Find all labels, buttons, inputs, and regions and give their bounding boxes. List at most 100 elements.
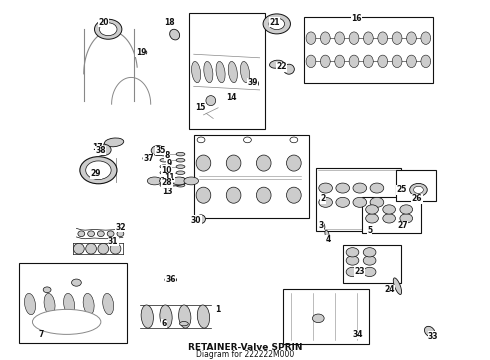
Circle shape bbox=[319, 197, 332, 207]
Circle shape bbox=[336, 183, 349, 193]
Ellipse shape bbox=[228, 62, 237, 83]
Text: 5: 5 bbox=[367, 226, 372, 235]
Ellipse shape bbox=[44, 293, 55, 315]
Ellipse shape bbox=[407, 55, 416, 68]
Ellipse shape bbox=[159, 177, 174, 185]
Circle shape bbox=[366, 205, 378, 214]
Ellipse shape bbox=[74, 243, 84, 254]
Circle shape bbox=[86, 161, 111, 180]
Text: RETAINER-Valve SPRIN: RETAINER-Valve SPRIN bbox=[188, 343, 302, 352]
Ellipse shape bbox=[287, 187, 301, 203]
Text: 18: 18 bbox=[164, 18, 174, 27]
Ellipse shape bbox=[320, 32, 330, 44]
Circle shape bbox=[414, 186, 423, 193]
Text: 28: 28 bbox=[162, 178, 172, 187]
Ellipse shape bbox=[176, 183, 185, 187]
Circle shape bbox=[346, 267, 359, 276]
Ellipse shape bbox=[170, 29, 180, 40]
Text: 6: 6 bbox=[162, 319, 167, 328]
Circle shape bbox=[244, 137, 251, 143]
Ellipse shape bbox=[335, 32, 344, 44]
Bar bbox=[283, 289, 368, 344]
Ellipse shape bbox=[256, 155, 271, 171]
Ellipse shape bbox=[88, 231, 95, 237]
Ellipse shape bbox=[378, 32, 388, 44]
Circle shape bbox=[43, 287, 51, 293]
Ellipse shape bbox=[160, 158, 169, 162]
Ellipse shape bbox=[196, 187, 211, 203]
Ellipse shape bbox=[64, 293, 74, 315]
Ellipse shape bbox=[160, 152, 169, 156]
Bar bbox=[343, 245, 401, 283]
Ellipse shape bbox=[178, 305, 191, 328]
Ellipse shape bbox=[378, 55, 388, 68]
Circle shape bbox=[353, 197, 367, 207]
Text: 27: 27 bbox=[397, 221, 408, 230]
Ellipse shape bbox=[206, 96, 216, 105]
Ellipse shape bbox=[98, 231, 104, 237]
Text: 38: 38 bbox=[96, 146, 106, 155]
Ellipse shape bbox=[364, 55, 373, 68]
Ellipse shape bbox=[179, 321, 188, 326]
Circle shape bbox=[370, 183, 384, 193]
Text: 14: 14 bbox=[226, 93, 237, 102]
Ellipse shape bbox=[196, 215, 205, 224]
Ellipse shape bbox=[325, 230, 329, 239]
Ellipse shape bbox=[393, 278, 402, 294]
Ellipse shape bbox=[104, 138, 124, 147]
Bar bbox=[194, 135, 309, 219]
Ellipse shape bbox=[364, 32, 373, 44]
Text: 20: 20 bbox=[98, 18, 109, 27]
Ellipse shape bbox=[226, 155, 241, 171]
Ellipse shape bbox=[184, 177, 198, 185]
Circle shape bbox=[95, 19, 122, 39]
Ellipse shape bbox=[160, 305, 172, 328]
Text: 34: 34 bbox=[352, 330, 363, 339]
Ellipse shape bbox=[249, 79, 259, 87]
Ellipse shape bbox=[320, 55, 330, 68]
Ellipse shape bbox=[117, 231, 124, 237]
Ellipse shape bbox=[241, 62, 249, 83]
Ellipse shape bbox=[216, 62, 225, 83]
Text: 22: 22 bbox=[276, 62, 287, 71]
Ellipse shape bbox=[24, 293, 35, 315]
Bar bbox=[304, 17, 433, 83]
Text: 13: 13 bbox=[163, 187, 173, 196]
Ellipse shape bbox=[78, 231, 85, 237]
Ellipse shape bbox=[287, 155, 301, 171]
Ellipse shape bbox=[204, 62, 213, 83]
Ellipse shape bbox=[392, 32, 402, 44]
Circle shape bbox=[400, 214, 413, 223]
Text: Diagram for 222222M000: Diagram for 222222M000 bbox=[196, 350, 294, 359]
Ellipse shape bbox=[160, 165, 169, 168]
Ellipse shape bbox=[226, 187, 241, 203]
Text: 9: 9 bbox=[167, 158, 172, 167]
Text: 4: 4 bbox=[325, 235, 331, 244]
Ellipse shape bbox=[147, 177, 162, 185]
Circle shape bbox=[410, 183, 427, 196]
Ellipse shape bbox=[107, 231, 114, 237]
Ellipse shape bbox=[349, 55, 359, 68]
Ellipse shape bbox=[256, 187, 271, 203]
Ellipse shape bbox=[176, 158, 185, 162]
Ellipse shape bbox=[421, 55, 431, 68]
Circle shape bbox=[363, 267, 376, 276]
Ellipse shape bbox=[335, 55, 344, 68]
Text: 24: 24 bbox=[384, 285, 394, 294]
Circle shape bbox=[99, 23, 117, 36]
Ellipse shape bbox=[349, 32, 359, 44]
Bar bbox=[362, 197, 421, 233]
Text: 8: 8 bbox=[164, 152, 170, 161]
Circle shape bbox=[363, 248, 376, 257]
Text: 1: 1 bbox=[216, 305, 221, 314]
Text: 17: 17 bbox=[92, 143, 103, 152]
Text: 39: 39 bbox=[247, 78, 258, 87]
Ellipse shape bbox=[192, 62, 201, 83]
Ellipse shape bbox=[98, 243, 109, 254]
Ellipse shape bbox=[424, 327, 435, 337]
Text: 33: 33 bbox=[428, 332, 439, 341]
Circle shape bbox=[383, 205, 395, 214]
Ellipse shape bbox=[284, 64, 294, 74]
Ellipse shape bbox=[136, 49, 147, 56]
Circle shape bbox=[80, 157, 117, 184]
